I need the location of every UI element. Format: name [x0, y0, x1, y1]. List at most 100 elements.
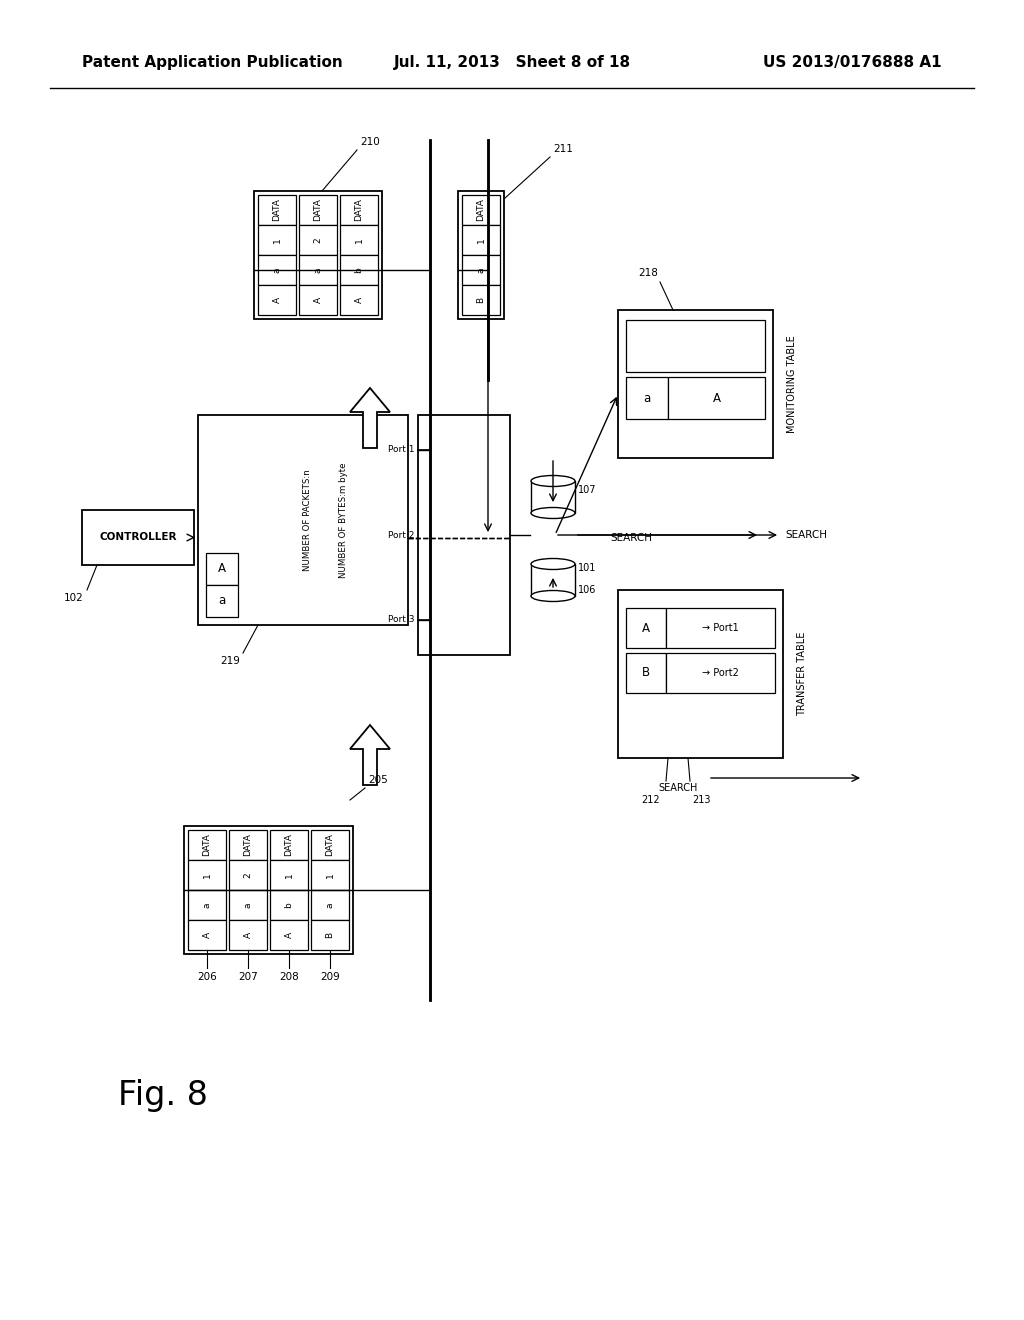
- Polygon shape: [350, 388, 390, 447]
- Text: A: A: [244, 932, 253, 939]
- Bar: [206, 553, 238, 585]
- Bar: [188, 890, 226, 920]
- Text: 205: 205: [368, 775, 388, 785]
- Text: 219: 219: [220, 656, 240, 667]
- Text: NUMBER OF PACKETS:n: NUMBER OF PACKETS:n: [303, 469, 312, 570]
- Bar: [258, 285, 296, 315]
- Bar: [340, 224, 378, 255]
- Bar: [299, 224, 337, 255]
- Text: b: b: [285, 902, 294, 908]
- Bar: [299, 255, 337, 285]
- Text: A: A: [272, 297, 282, 304]
- Bar: [229, 830, 267, 861]
- Text: DATA: DATA: [285, 833, 294, 857]
- Text: 2: 2: [244, 873, 253, 878]
- Bar: [229, 920, 267, 950]
- Text: Port 1: Port 1: [387, 446, 414, 454]
- Text: 2: 2: [313, 238, 323, 243]
- Ellipse shape: [531, 590, 575, 602]
- Bar: [531, 564, 575, 597]
- Bar: [668, 378, 765, 418]
- Bar: [299, 285, 337, 315]
- Text: b: b: [354, 267, 364, 273]
- Bar: [462, 195, 500, 224]
- Ellipse shape: [531, 507, 575, 519]
- Text: DATA: DATA: [272, 198, 282, 222]
- Text: 218: 218: [638, 268, 658, 279]
- Bar: [458, 191, 504, 319]
- Bar: [311, 830, 349, 861]
- Text: A: A: [313, 297, 323, 304]
- Text: 1: 1: [285, 873, 294, 878]
- Text: CONTROLLER: CONTROLLER: [99, 532, 177, 543]
- Bar: [311, 890, 349, 920]
- Text: → Port2: → Port2: [702, 668, 739, 678]
- Text: Fig. 8: Fig. 8: [118, 1078, 208, 1111]
- Text: B: B: [476, 297, 485, 304]
- Bar: [311, 920, 349, 950]
- Text: 209: 209: [321, 972, 340, 982]
- Text: 106: 106: [578, 585, 596, 595]
- Text: 1: 1: [354, 238, 364, 243]
- Text: DATA: DATA: [244, 833, 253, 857]
- Text: 1: 1: [326, 873, 335, 878]
- Bar: [626, 609, 666, 648]
- Polygon shape: [350, 725, 390, 785]
- Bar: [626, 319, 765, 372]
- Text: 102: 102: [65, 593, 84, 603]
- Text: DATA: DATA: [354, 198, 364, 222]
- Bar: [258, 195, 296, 224]
- Bar: [618, 310, 773, 458]
- Bar: [299, 195, 337, 224]
- Bar: [270, 830, 308, 861]
- Text: → Port1: → Port1: [702, 623, 739, 634]
- Text: A: A: [218, 562, 226, 576]
- Text: 207: 207: [239, 972, 258, 982]
- Bar: [462, 255, 500, 285]
- Text: a: a: [203, 903, 212, 908]
- Text: Port 3: Port 3: [387, 615, 414, 624]
- Bar: [618, 590, 783, 758]
- Bar: [340, 285, 378, 315]
- Ellipse shape: [531, 558, 575, 569]
- Ellipse shape: [531, 475, 575, 487]
- Text: MONITORING TABLE: MONITORING TABLE: [787, 335, 797, 433]
- Text: 107: 107: [578, 484, 597, 495]
- Text: A: A: [203, 932, 212, 939]
- Text: A: A: [642, 622, 650, 635]
- Bar: [258, 255, 296, 285]
- Bar: [188, 830, 226, 861]
- Text: A: A: [285, 932, 294, 939]
- Bar: [206, 585, 238, 616]
- Bar: [626, 653, 666, 693]
- Text: 101: 101: [578, 564, 596, 573]
- Bar: [311, 861, 349, 890]
- Text: DATA: DATA: [326, 833, 335, 857]
- Text: a: a: [272, 267, 282, 273]
- Text: 212: 212: [641, 795, 660, 805]
- Bar: [626, 378, 668, 418]
- Text: US 2013/0176888 A1: US 2013/0176888 A1: [763, 54, 942, 70]
- Text: B: B: [642, 667, 650, 680]
- Text: 206: 206: [198, 972, 217, 982]
- Bar: [340, 255, 378, 285]
- Bar: [418, 414, 510, 655]
- Bar: [340, 195, 378, 224]
- Bar: [198, 414, 408, 624]
- Text: Patent Application Publication: Patent Application Publication: [82, 54, 343, 70]
- Text: 213: 213: [692, 795, 711, 805]
- Text: a: a: [643, 392, 650, 404]
- Text: a: a: [244, 903, 253, 908]
- Bar: [531, 480, 575, 513]
- Text: 1: 1: [476, 238, 485, 243]
- Text: SEARCH: SEARCH: [610, 533, 652, 543]
- Text: DATA: DATA: [203, 833, 212, 857]
- Bar: [229, 861, 267, 890]
- Text: 210: 210: [360, 137, 380, 147]
- Text: 1: 1: [203, 873, 212, 878]
- Text: B: B: [326, 932, 335, 939]
- Bar: [254, 191, 382, 319]
- Bar: [188, 861, 226, 890]
- Text: Port 2: Port 2: [388, 531, 414, 540]
- Text: A: A: [713, 392, 721, 404]
